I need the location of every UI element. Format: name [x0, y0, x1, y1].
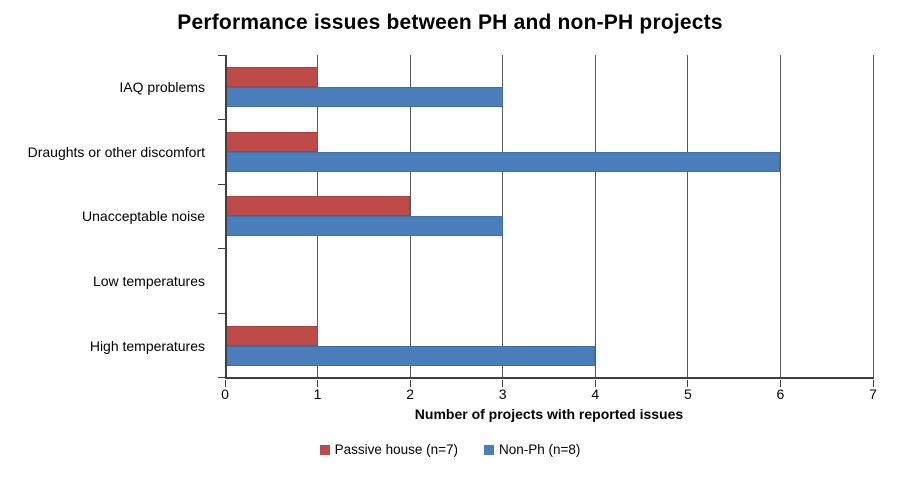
x-tick-label: 5 [683, 386, 692, 402]
category-label: Low temperatures [92, 273, 205, 290]
x-axis-tick [687, 380, 689, 387]
gridline [594, 55, 596, 378]
bar-row [225, 55, 873, 120]
x-tick-label: 2 [406, 386, 415, 402]
bar-non-ph [225, 151, 781, 172]
x-axis-tick [409, 380, 411, 387]
y-axis-tick [218, 54, 225, 56]
x-axis-tick [594, 380, 596, 387]
legend-label: Non-Ph (n=8) [499, 442, 581, 457]
category-label: Unacceptable noise [82, 208, 205, 225]
y-axis-line [225, 55, 227, 379]
bar-passive-house [225, 131, 318, 152]
chart-title: Performance issues between PH and non-PH… [177, 11, 723, 34]
y-axis-tick [218, 377, 225, 378]
legend-item-non-ph: Non-Ph (n=8) [484, 442, 580, 457]
x-tick-label: 3 [498, 386, 507, 402]
category-label: IAQ problems [119, 79, 205, 96]
x-tick-label: 1 [313, 386, 322, 402]
y-axis-tick [218, 312, 225, 314]
category-label: Draughts or other discomfort [27, 143, 205, 160]
y-axis-tick [218, 183, 225, 185]
bar-passive-house [225, 67, 318, 88]
bar-non-ph [225, 216, 503, 237]
gridline [502, 55, 504, 378]
legend-item-passive-house: Passive house (n=7) [319, 442, 459, 457]
plot-area [218, 54, 874, 387]
x-tick-label: 0 [221, 386, 229, 402]
gridline [779, 55, 781, 378]
x-axis-tick [872, 380, 874, 387]
bar-passive-house [225, 325, 318, 346]
bar-non-ph [225, 87, 503, 108]
x-tick-label: 4 [591, 386, 600, 402]
category-label: High temperatures [89, 337, 205, 354]
y-axis-tick [218, 119, 225, 121]
legend: Passive house (n=7) Non-Ph (n=8) [0, 442, 900, 457]
legend-label: Passive house (n=7) [334, 442, 459, 457]
x-tick-label: 7 [869, 386, 877, 402]
bar-passive-house [225, 196, 411, 217]
x-axis-tick [317, 380, 319, 387]
gridline [872, 55, 874, 378]
bar-row [225, 120, 873, 185]
x-axis-tick [224, 380, 226, 387]
category-labels: IAQ problems Draughts or other discomfort… [0, 55, 215, 378]
x-axis-tick [779, 380, 781, 387]
legend-marker-non-ph [484, 444, 495, 455]
x-axis-tick [502, 380, 504, 387]
x-axis-line [225, 377, 874, 379]
x-tick-labels: 0 1 2 3 4 5 6 7 [221, 386, 877, 402]
x-axis-title: Number of projects with reported issues [414, 406, 684, 422]
bar-non-ph [225, 345, 596, 366]
bar-row [225, 313, 873, 378]
bar-row [225, 184, 873, 249]
gridline [687, 55, 689, 378]
bar-row [225, 249, 873, 314]
x-tick-label: 6 [776, 386, 785, 402]
legend-marker-passive-house [319, 444, 330, 455]
y-axis-tick [218, 248, 225, 250]
